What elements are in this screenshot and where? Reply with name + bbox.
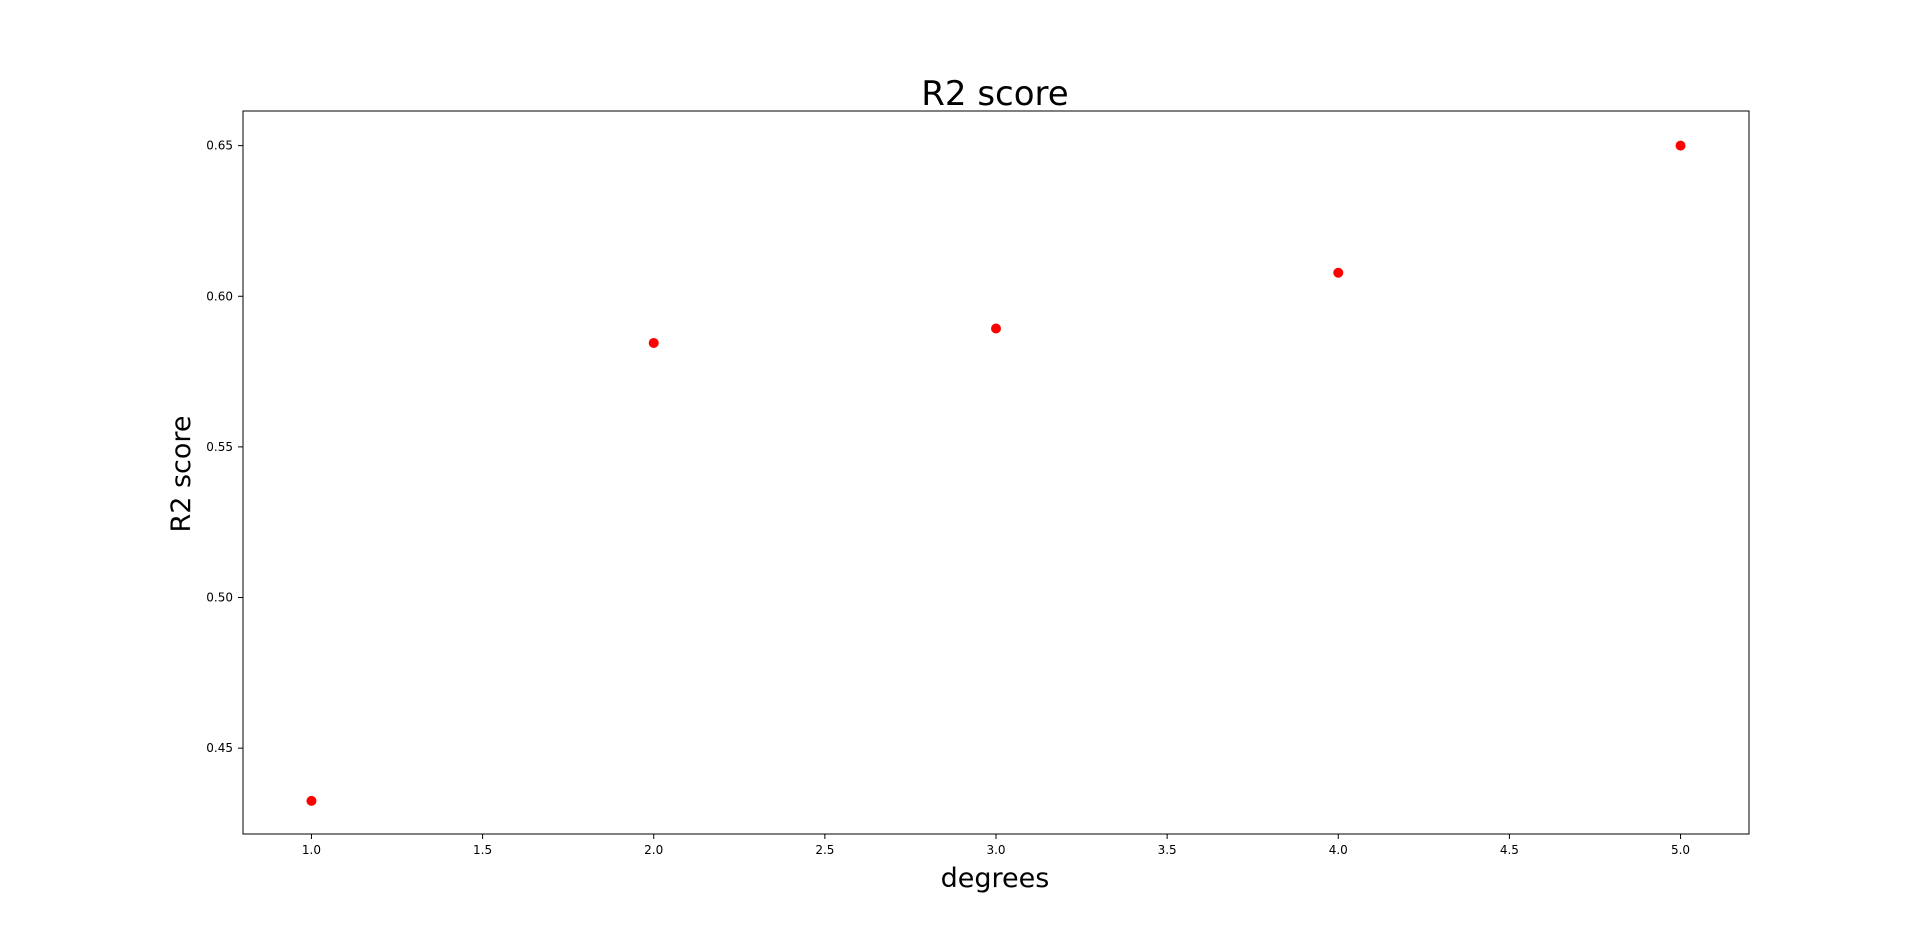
x-tick-label: 5.0 <box>1671 843 1690 857</box>
y-tick-label: 0.60 <box>206 289 233 303</box>
x-tick-label: 3.5 <box>1158 843 1177 857</box>
y-tick-label: 0.45 <box>206 741 233 755</box>
y-axis-label: R2 score <box>166 415 197 532</box>
data-point <box>1675 140 1686 151</box>
x-tick-label: 4.5 <box>1500 843 1519 857</box>
x-tick-label: 2.0 <box>644 843 663 857</box>
x-tick-label: 2.5 <box>815 843 834 857</box>
y-tick-label: 0.50 <box>206 591 233 605</box>
y-tick-label: 0.55 <box>206 440 233 454</box>
x-tick-label: 1.5 <box>473 843 492 857</box>
y-tick-label: 0.65 <box>206 139 233 153</box>
data-point <box>991 323 1001 334</box>
plot-area-frame <box>242 110 1750 835</box>
data-point <box>1333 267 1344 278</box>
scatter-points <box>306 140 1686 806</box>
x-tick-label: 4.0 <box>1329 843 1348 857</box>
y-axis: 0.45 0.50 0.55 0.60 0.65 <box>206 139 243 755</box>
x-tick-label: 3.0 <box>986 843 1005 857</box>
data-point <box>648 337 659 348</box>
x-axis-label: degrees <box>941 863 1050 894</box>
chart-title: R2 score <box>921 74 1068 114</box>
data-point <box>306 795 317 806</box>
x-tick-label: 1.0 <box>302 843 321 857</box>
x-axis: 1.0 1.5 2.0 2.5 3.0 3.5 4.0 4.5 5.0 <box>302 834 1690 857</box>
